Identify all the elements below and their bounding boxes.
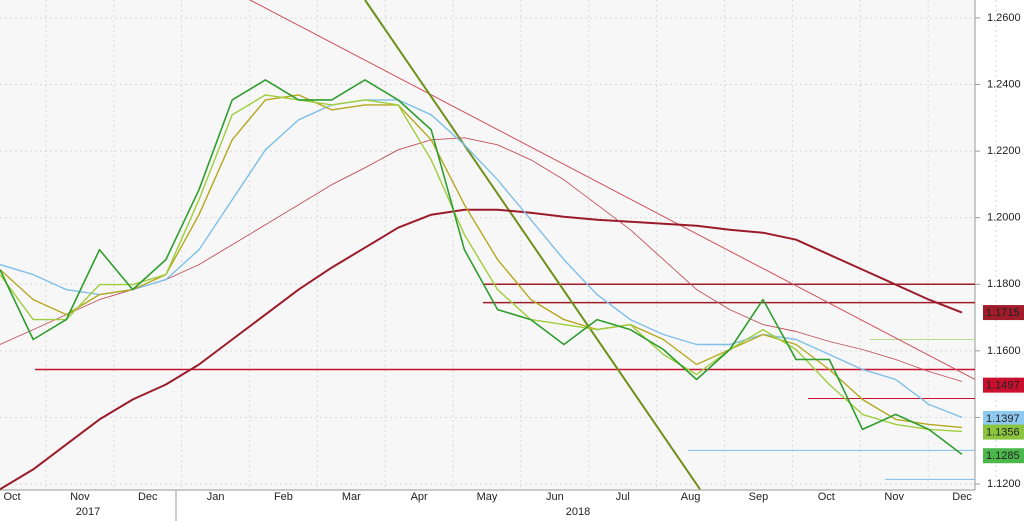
price-label: 1.1715 [986, 307, 1020, 319]
y-tick-label: 1.1600 [987, 345, 1021, 357]
trendline [249, 0, 976, 380]
price-label: 1.1356 [986, 426, 1020, 438]
x-tick-label: Jan [207, 491, 225, 503]
x-tick-label: May [477, 491, 498, 503]
marks [0, 0, 976, 491]
price-label-box [983, 377, 1024, 393]
x-tick-label: Mar [342, 491, 361, 503]
x-tick-label: Sep [749, 491, 769, 503]
y-tick-label: 1.2200 [987, 145, 1021, 157]
y-tick-label: 1.1200 [987, 478, 1021, 490]
price-label: 1.1497 [986, 380, 1020, 392]
x-tick-label: Nov [884, 491, 904, 503]
x-tick-label: Jul [616, 491, 630, 503]
price-label-box [983, 305, 1024, 321]
y-tick-label: 1.2400 [987, 78, 1021, 90]
x-tick-label: Oct [818, 491, 835, 503]
series-line [0, 208, 963, 491]
x-tick-label: Dec [138, 491, 158, 503]
x-tick-label: Dec [952, 491, 972, 503]
series-line [0, 79, 963, 456]
price-label: 1.1285 [986, 450, 1020, 462]
price-label-box [983, 424, 1024, 440]
year-label: 2017 [76, 506, 100, 518]
series-line [0, 99, 963, 419]
price-label: 1.1397 [986, 413, 1020, 425]
y-tick-label: 1.1800 [987, 278, 1021, 290]
grid [0, 0, 997, 490]
x-tick-label: Aug [681, 491, 701, 503]
series-line [0, 94, 963, 433]
x-tick-label: Oct [3, 491, 20, 503]
x-tick-label: Feb [274, 491, 293, 503]
x-tick-label: Apr [411, 491, 428, 503]
price-label-box [983, 448, 1024, 464]
x-tick-label: Nov [70, 491, 90, 503]
x-tick-label: Jun [546, 491, 564, 503]
series-line [0, 94, 963, 429]
year-label: 2018 [566, 506, 590, 518]
plot-background [0, 0, 975, 490]
axis-labels: 1.12001.14001.16001.18001.20001.22001.24… [3, 12, 1024, 518]
y-tick-label: 1.2600 [987, 12, 1021, 24]
trendline [364, 0, 701, 490]
y-tick-label: 1.2000 [987, 212, 1021, 224]
price-label-box [983, 410, 1024, 426]
